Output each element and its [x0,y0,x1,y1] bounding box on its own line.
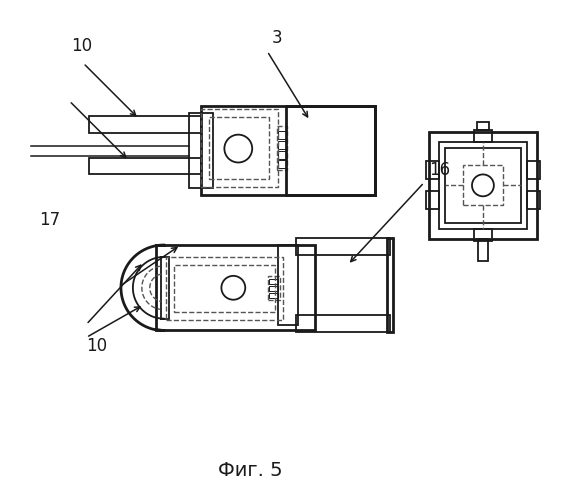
Bar [439,142,527,229]
Text: 17: 17 [40,211,61,229]
Bar [278,245,298,324]
Bar [430,132,537,239]
Bar [268,276,280,299]
Bar [277,126,287,170]
Bar [278,130,286,138]
Bar [201,106,375,196]
Bar [527,192,540,209]
Bar [278,140,286,148]
Bar [278,160,286,168]
Bar [173,265,275,312]
Bar [426,162,439,180]
Bar [161,257,169,318]
Bar [477,122,489,130]
Bar [201,109,278,188]
Bar [210,116,269,180]
Text: 16: 16 [430,162,450,180]
Text: 10: 10 [71,37,93,55]
Bar [474,130,492,141]
Bar [474,229,492,241]
Bar [286,106,375,196]
Bar [426,192,439,209]
Bar [166,257,283,320]
Bar [388,238,393,332]
Bar [269,293,278,298]
Bar [478,239,488,261]
Text: Фиг. 5: Фиг. 5 [218,462,282,480]
Bar [89,116,201,132]
Text: 10: 10 [86,338,107,355]
Bar [156,245,315,330]
Bar [89,158,201,174]
Bar [296,238,391,255]
Bar [527,162,540,180]
Bar [189,113,214,188]
Bar [463,166,503,205]
Text: 3: 3 [272,29,283,47]
Bar [278,150,286,158]
Bar [269,286,278,291]
Bar [445,148,521,223]
Bar [269,279,278,284]
Bar [296,314,391,332]
